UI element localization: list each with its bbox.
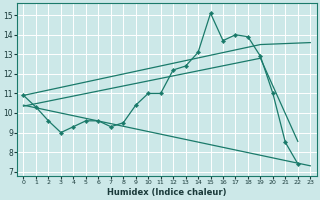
X-axis label: Humidex (Indice chaleur): Humidex (Indice chaleur) xyxy=(107,188,227,197)
